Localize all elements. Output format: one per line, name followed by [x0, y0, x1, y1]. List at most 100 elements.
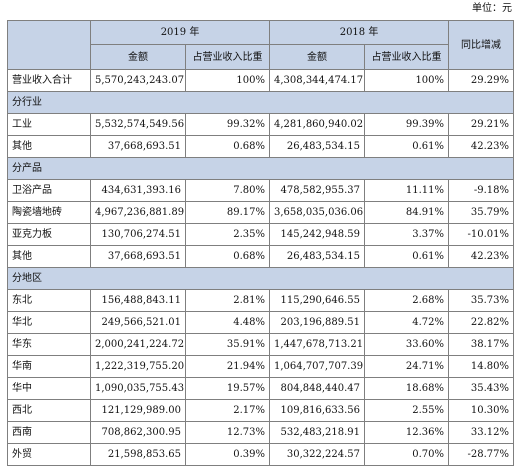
row-label: 华中	[7, 377, 91, 400]
ratio-2018: 18.68%	[364, 377, 450, 400]
amount-2018: 4,308,344,474.17	[269, 69, 366, 92]
amount-2018: 4,281,860,940.02	[269, 113, 366, 136]
amount-2019: 2,000,241,224.72	[90, 333, 186, 356]
row-label: 华南	[7, 355, 91, 378]
ratio-2018: 12.36%	[364, 421, 450, 444]
amount-2019: 708,862,300.95	[90, 421, 186, 444]
amount-2018: 145,242,948.59	[269, 223, 366, 246]
row-label: 陶瓷墙地砖	[7, 201, 91, 224]
amount-2019: 5,570,243,243.07	[90, 69, 186, 92]
row-label: 华北	[7, 311, 91, 334]
amount-2019: 1,222,319,755.20	[90, 355, 186, 378]
amount-2018: 109,816,633.56	[269, 399, 366, 422]
yoy-change: 42.23%	[448, 245, 515, 268]
ratio-2018: 33.60%	[364, 333, 450, 356]
amount-2018: 26,483,534.15	[269, 135, 366, 158]
header-row-years: 2019 年 2018 年 同比增减	[7, 20, 515, 70]
unit-label: 单位：元	[472, 3, 512, 14]
ratio-2018: 0.61%	[364, 135, 450, 158]
row-label: 华东	[7, 333, 91, 356]
ratio-2018: 24.71%	[364, 355, 450, 378]
amount-2019: 5,532,574,549.56	[90, 113, 186, 136]
header-ratio-2019: 占营业收入比重	[184, 44, 271, 70]
ratio-2019: 7.80%	[184, 179, 271, 202]
table-row: 东北 156,488,843.11 2.81% 115,290,646.55 2…	[7, 289, 515, 312]
yoy-change: 10.30%	[448, 399, 515, 422]
yoy-change: 29.29%	[448, 69, 515, 92]
header-row-metrics: 金额 占营业收入比重 金额 占营业收入比重	[8, 44, 514, 70]
ratio-2019: 0.68%	[184, 245, 271, 268]
yoy-change: 35.43%	[448, 377, 515, 400]
ratio-2018: 11.11%	[364, 179, 450, 202]
header-year-2019: 2019 年	[89, 20, 271, 45]
table-row: 工业 5,532,574,549.56 99.32% 4,281,860,940…	[7, 113, 515, 136]
ratio-2019: 35.91%	[184, 333, 271, 356]
header-change: 同比增减	[448, 20, 515, 70]
yoy-change: -9.18%	[448, 179, 515, 202]
ratio-2019: 0.39%	[184, 443, 271, 466]
table-row: 华南 1,222,319,755.20 21.94% 1,064,707,707…	[7, 355, 515, 378]
header-amount-2018: 金额	[269, 44, 366, 70]
table-row: 华中 1,090,035,755.43 19.57% 804,848,440.4…	[7, 377, 515, 400]
amount-2019: 37,668,693.51	[90, 245, 186, 268]
amount-2019: 249,566,521.01	[90, 311, 186, 334]
ratio-2019: 0.68%	[184, 135, 271, 158]
ratio-2018: 0.61%	[364, 245, 450, 268]
table-row: 卫浴产品 434,631,393.16 7.80% 478,582,955.37…	[7, 179, 515, 202]
amount-2019: 37,668,693.51	[90, 135, 186, 158]
header-ratio-2018: 占营业收入比重	[364, 44, 450, 70]
yoy-change: 33.12%	[448, 421, 515, 444]
ratio-2019: 100%	[184, 69, 271, 92]
section-title: 分行业	[6, 91, 515, 114]
ratio-2018: 3.37%	[364, 223, 450, 246]
amount-2019: 121,129,989.00	[90, 399, 186, 422]
ratio-2019: 99.32%	[184, 113, 271, 136]
ratio-2019: 2.81%	[184, 289, 271, 312]
ratio-2018: 84.91%	[364, 201, 450, 224]
table-row: 西北 121,129,989.00 2.17% 109,816,633.56 2…	[7, 399, 515, 422]
yoy-change: 35.79%	[448, 201, 515, 224]
ratio-2019: 19.57%	[184, 377, 271, 400]
row-label: 外贸	[7, 443, 91, 466]
table-row: 华北 249,566,521.01 4.48% 203,196,889.51 4…	[7, 311, 515, 334]
amount-2018: 1,064,707,707.39	[269, 355, 366, 378]
amount-2018: 532,483,218.91	[269, 421, 366, 444]
yoy-change: 29.21%	[448, 113, 515, 136]
ratio-2019: 21.94%	[184, 355, 271, 378]
yoy-change: -10.01%	[448, 223, 515, 246]
ratio-2019: 89.17%	[184, 201, 271, 224]
amount-2019: 434,631,393.16	[90, 179, 186, 202]
amount-2018: 115,290,646.55	[269, 289, 366, 312]
section-title: 分地区	[6, 267, 515, 290]
table-row: 亚克力板 130,706,274.51 2.35% 145,242,948.59…	[7, 223, 515, 246]
amount-2019: 156,488,843.11	[90, 289, 186, 312]
row-label: 卫浴产品	[7, 179, 91, 202]
revenue-table: 2019 年 2018 年 同比增减 金额 占营业收入比重 金额 占营业收入比重…	[6, 20, 515, 466]
section-header-region: 分地区	[6, 267, 515, 290]
ratio-2018: 4.72%	[364, 311, 450, 334]
amount-2019: 21,598,853.65	[90, 443, 186, 466]
ratio-2019: 2.35%	[184, 223, 271, 246]
ratio-2019: 2.17%	[184, 399, 271, 422]
yoy-change: 42.23%	[448, 135, 515, 158]
row-label: 西南	[7, 421, 91, 444]
section-header-product: 分产品	[6, 157, 515, 180]
table-row: 华东 2,000,241,224.72 35.91% 1,447,678,713…	[7, 333, 515, 356]
table-row: 西南 708,862,300.95 12.73% 532,483,218.91 …	[7, 421, 515, 444]
ratio-2018: 100%	[364, 69, 450, 92]
amount-2018: 804,848,440.47	[269, 377, 366, 400]
row-label: 其他	[7, 245, 91, 268]
yoy-change: -28.77%	[448, 443, 515, 466]
ratio-2018: 99.39%	[364, 113, 450, 136]
section-title: 分产品	[6, 157, 515, 180]
row-label: 工业	[7, 113, 91, 136]
amount-2018: 1,447,678,713.21	[269, 333, 366, 356]
header-blank	[7, 20, 91, 70]
row-label: 营业收入合计	[7, 69, 91, 92]
table-row: 其他 37,668,693.51 0.68% 26,483,534.15 0.6…	[7, 135, 515, 158]
amount-2019: 130,706,274.51	[90, 223, 186, 246]
ratio-2018: 2.55%	[364, 399, 450, 422]
yoy-change: 35.73%	[448, 289, 515, 312]
header-year-2018: 2018 年	[269, 20, 450, 45]
ratio-2018: 0.70%	[364, 443, 450, 466]
